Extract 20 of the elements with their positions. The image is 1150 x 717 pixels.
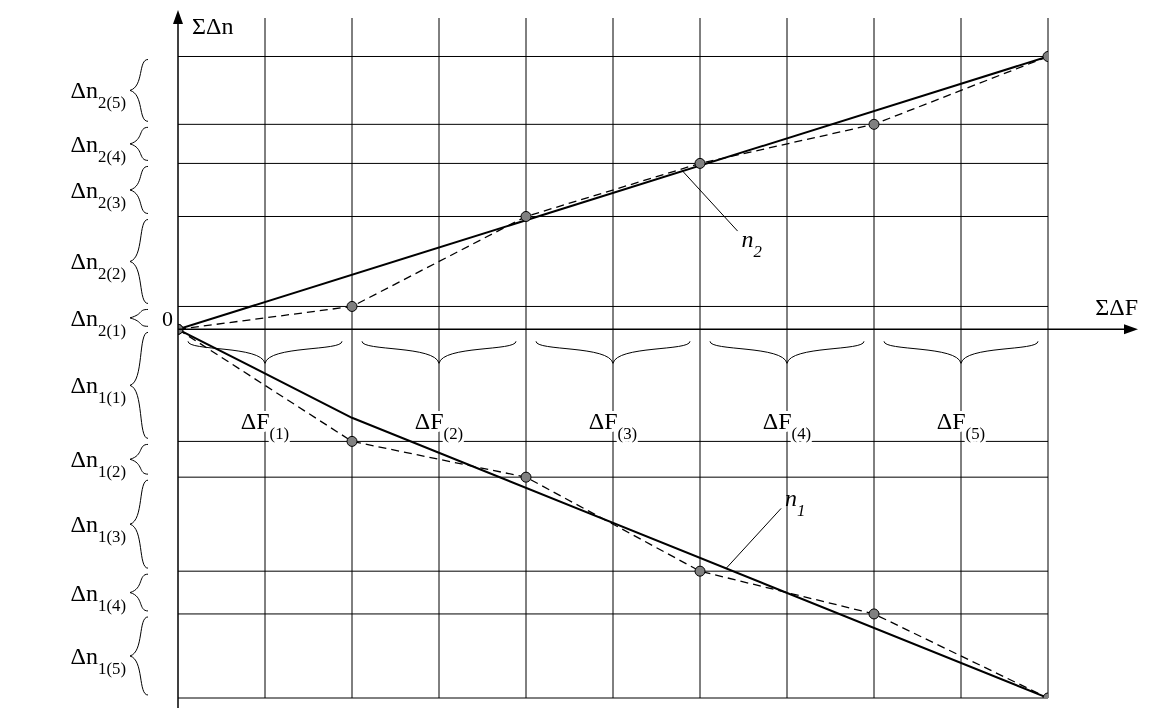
annotation: ΔF$_{(4)}$ — [762, 408, 812, 443]
text: Δn$_{2(4)}$ — [70, 130, 126, 166]
text: Δn$_{1(4)}$ — [70, 579, 126, 615]
text: n$_{1}$ — [785, 485, 806, 520]
text: Δn$_{1(5)}$ — [70, 642, 126, 678]
text: Δn$_{1(3)}$ — [70, 511, 126, 546]
text: Δn$_{1(1)}$ — [70, 372, 126, 407]
annotation: ΔF$_{(5)}$ — [936, 408, 986, 443]
x-axis-title: ΣΔF — [1095, 294, 1138, 321]
text: n$_{2}$ — [741, 226, 763, 261]
annotation: ΔF$_{(3)}$ — [588, 408, 638, 443]
text: 0 — [162, 306, 173, 332]
annotation: ΔF$_{(2)}$ — [414, 408, 464, 443]
y-axis-title: ΣΔn — [192, 13, 234, 39]
text: Δn$_{2(1)}$ — [70, 304, 126, 340]
text: Δn$_{2(5)}$ — [70, 77, 126, 112]
annotation: ΔF$_{(1)}$ — [240, 408, 290, 443]
text: Δn$_{2(3)}$ — [70, 176, 126, 212]
text: Δn$_{1(2)}$ — [70, 446, 126, 481]
text: Δn$_{2(2)}$ — [70, 248, 126, 283]
